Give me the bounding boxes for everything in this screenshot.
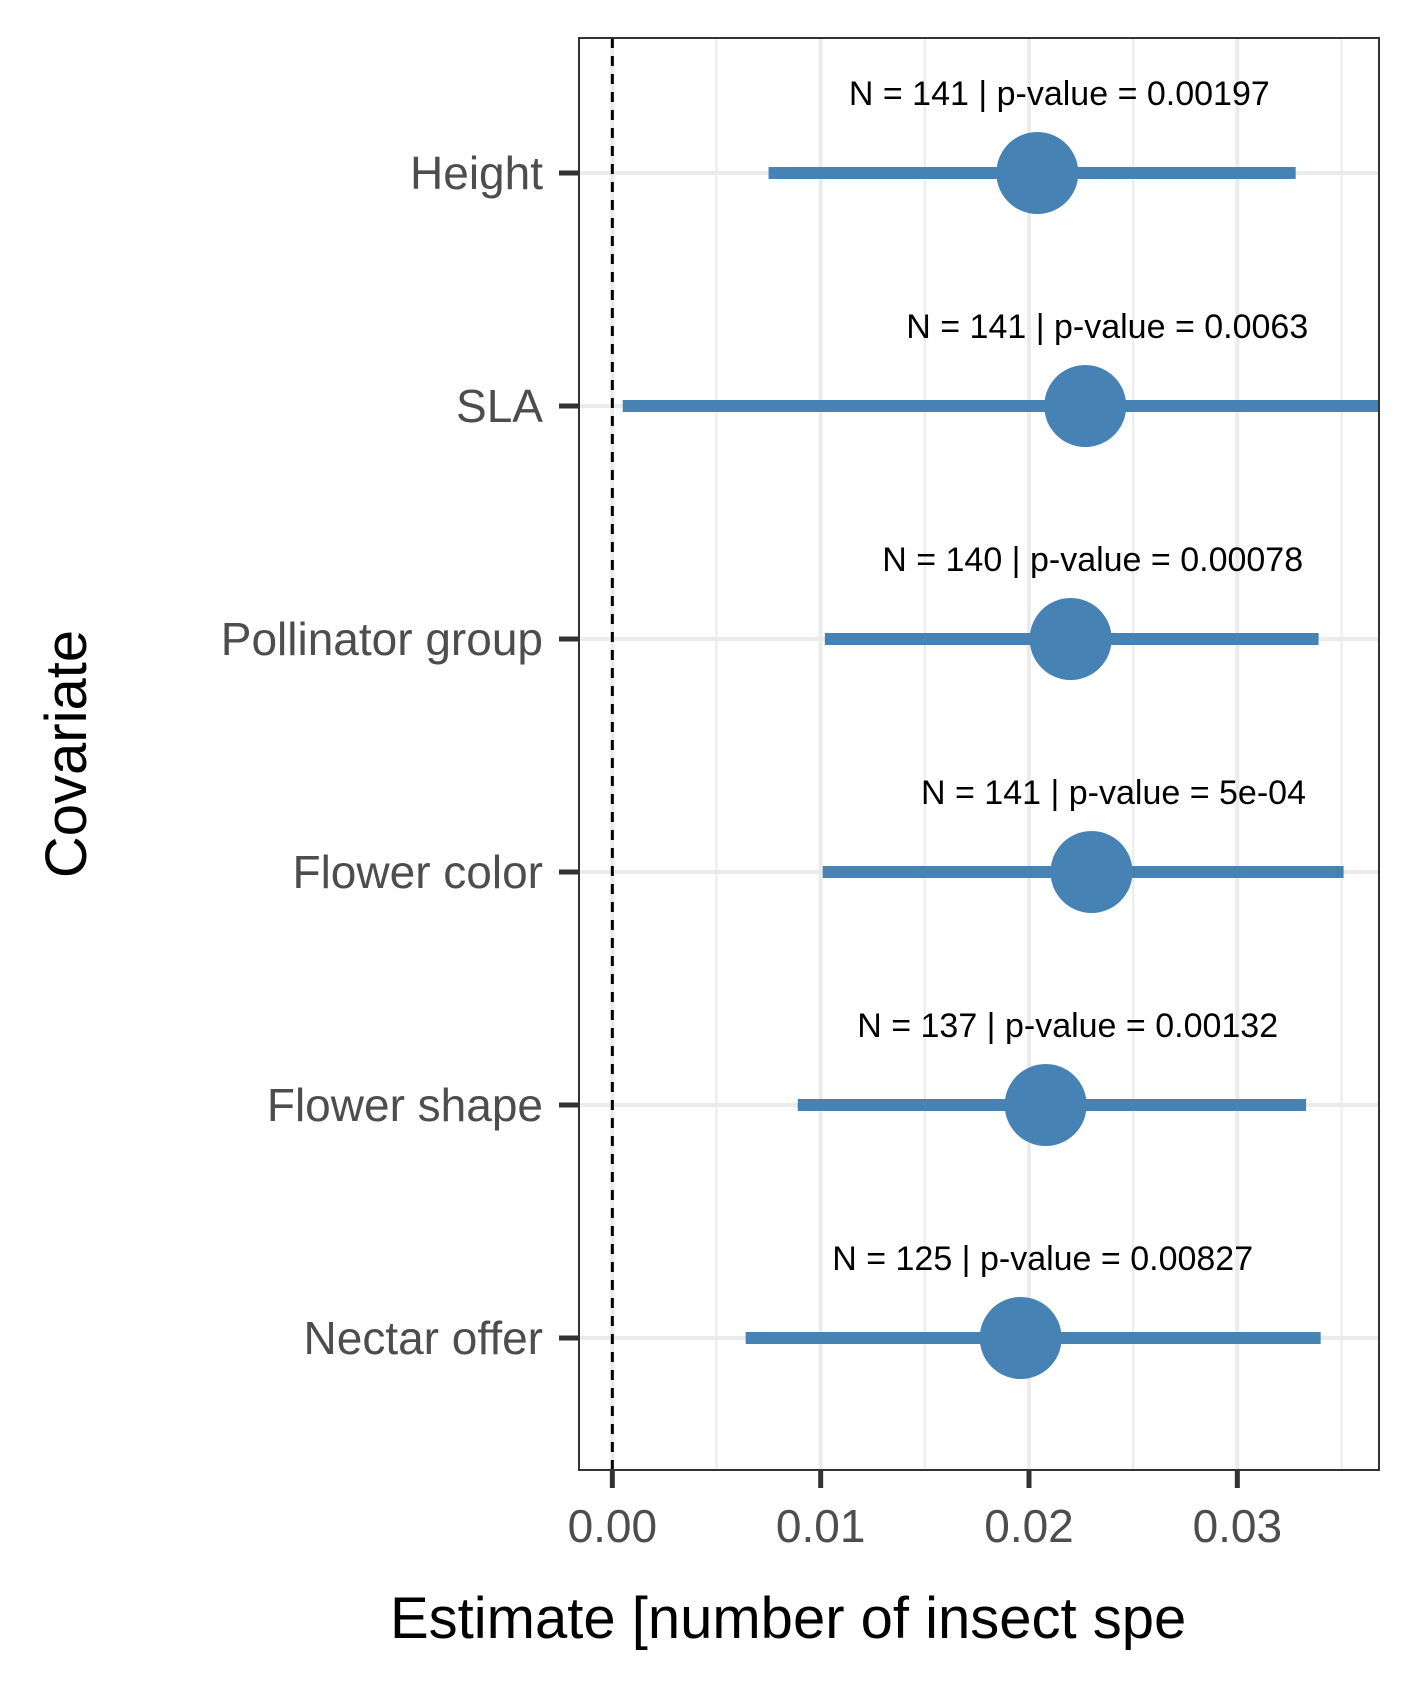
y-tick-label: Nectar offer xyxy=(304,1312,543,1364)
y-axis: Height SLA Pollinator group Flower color Flo… xyxy=(221,147,579,1364)
y-tick-label: Flower color xyxy=(292,846,543,898)
y-tick-label: Flower shape xyxy=(267,1079,543,1131)
estimate-point xyxy=(1004,1064,1087,1146)
panel-border xyxy=(578,37,1380,1471)
x-axis-title: Estimate [number of insect spe xyxy=(390,1586,1186,1651)
annotation-label: N = 141 | p-value = 5e-04 xyxy=(921,774,1306,812)
y-tick-label: Pollinator group xyxy=(221,613,543,665)
x-axis: 0.00 0.01 0.02 0.03 xyxy=(568,1470,1283,1552)
y-axis-title: Covariate xyxy=(34,630,99,878)
estimate-point xyxy=(1029,598,1112,680)
y-tick-label: Height xyxy=(410,147,543,199)
panel-background xyxy=(579,38,1379,1470)
estimate-marks: N = 141 | p-value = 0.00197 N = 141 | p-v… xyxy=(622,75,1379,1379)
x-tick-label: 0.00 xyxy=(568,1500,658,1552)
estimate-point xyxy=(979,1297,1062,1379)
y-tick-label: SLA xyxy=(456,380,543,432)
annotation-label: N = 141 | p-value = 0.00197 xyxy=(849,75,1270,113)
annotation-label: N = 141 | p-value = 0.0063 xyxy=(906,308,1308,346)
annotation-label: N = 137 | p-value = 0.00132 xyxy=(857,1007,1278,1045)
x-tick-label: 0.01 xyxy=(776,1500,866,1552)
estimate-point xyxy=(1044,365,1127,447)
estimate-point xyxy=(996,132,1079,214)
annotation-label: N = 125 | p-value = 0.00827 xyxy=(832,1240,1253,1278)
estimate-point xyxy=(1050,831,1133,913)
x-tick-label: 0.03 xyxy=(1193,1500,1283,1552)
x-tick-label: 0.02 xyxy=(984,1500,1074,1552)
annotation-label: N = 140 | p-value = 0.00078 xyxy=(882,541,1303,579)
